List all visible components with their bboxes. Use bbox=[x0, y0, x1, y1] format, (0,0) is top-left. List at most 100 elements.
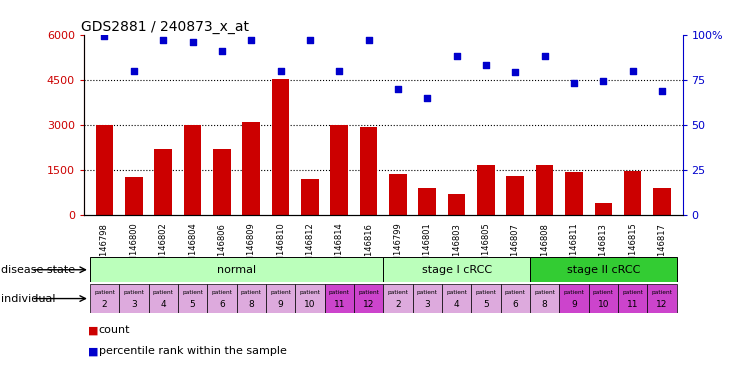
Point bbox=[510, 70, 521, 76]
Bar bbox=[530, 257, 677, 282]
Bar bbox=[565, 172, 583, 215]
Bar bbox=[588, 284, 618, 313]
Bar bbox=[266, 284, 295, 313]
Point bbox=[334, 68, 345, 74]
Point bbox=[627, 68, 639, 74]
Bar bbox=[184, 126, 201, 215]
Bar bbox=[272, 79, 289, 215]
Text: 2: 2 bbox=[101, 300, 107, 310]
Bar bbox=[536, 164, 553, 215]
Bar bbox=[594, 203, 612, 215]
Bar bbox=[383, 257, 530, 282]
Bar bbox=[442, 284, 472, 313]
Point bbox=[245, 37, 257, 43]
Text: patient: patient bbox=[505, 290, 526, 295]
Text: 9: 9 bbox=[571, 300, 577, 310]
Point bbox=[99, 33, 110, 40]
Point bbox=[363, 37, 374, 43]
Text: 4: 4 bbox=[454, 300, 459, 310]
Bar bbox=[447, 194, 466, 215]
Text: patient: patient bbox=[564, 290, 585, 295]
Text: 4: 4 bbox=[161, 300, 166, 310]
Text: patient: patient bbox=[123, 290, 145, 295]
Text: patient: patient bbox=[388, 290, 408, 295]
Bar bbox=[295, 284, 325, 313]
Bar bbox=[331, 125, 348, 215]
Point bbox=[274, 68, 286, 74]
Text: patient: patient bbox=[475, 290, 496, 295]
Bar bbox=[90, 284, 119, 313]
Text: 6: 6 bbox=[512, 300, 518, 310]
Bar bbox=[472, 284, 501, 313]
Text: patient: patient bbox=[182, 290, 203, 295]
Bar bbox=[154, 149, 172, 215]
Point bbox=[597, 78, 609, 84]
Bar bbox=[242, 122, 260, 215]
Text: 10: 10 bbox=[304, 300, 315, 310]
Text: 12: 12 bbox=[363, 300, 374, 310]
Text: 5: 5 bbox=[483, 300, 489, 310]
Text: patient: patient bbox=[622, 290, 643, 295]
Text: patient: patient bbox=[446, 290, 467, 295]
Bar bbox=[618, 284, 648, 313]
Text: stage II cRCC: stage II cRCC bbox=[566, 265, 640, 275]
Bar bbox=[178, 284, 207, 313]
Text: patient: patient bbox=[417, 290, 438, 295]
Point bbox=[539, 53, 550, 59]
Bar bbox=[412, 284, 442, 313]
Text: patient: patient bbox=[270, 290, 291, 295]
Point bbox=[568, 80, 580, 86]
Point bbox=[158, 37, 169, 43]
Text: 10: 10 bbox=[598, 300, 609, 310]
Bar bbox=[213, 149, 231, 215]
Bar bbox=[360, 127, 377, 215]
Text: 12: 12 bbox=[656, 300, 668, 310]
Text: stage I cRCC: stage I cRCC bbox=[421, 265, 492, 275]
Text: ■: ■ bbox=[88, 325, 98, 335]
Text: percentile rank within the sample: percentile rank within the sample bbox=[99, 346, 286, 356]
Bar bbox=[418, 188, 436, 215]
Point bbox=[656, 88, 668, 94]
Bar bbox=[648, 284, 677, 313]
Text: 8: 8 bbox=[542, 300, 548, 310]
Bar bbox=[90, 257, 383, 282]
Text: 6: 6 bbox=[219, 300, 225, 310]
Point bbox=[450, 53, 462, 59]
Point bbox=[304, 37, 316, 43]
Point bbox=[187, 39, 199, 45]
Text: patient: patient bbox=[534, 290, 555, 295]
Text: 8: 8 bbox=[248, 300, 254, 310]
Bar bbox=[383, 284, 412, 313]
Text: normal: normal bbox=[217, 265, 256, 275]
Bar bbox=[653, 188, 671, 215]
Text: patient: patient bbox=[328, 290, 350, 295]
Bar bbox=[325, 284, 354, 313]
Bar bbox=[119, 284, 148, 313]
Text: 3: 3 bbox=[424, 300, 430, 310]
Text: 3: 3 bbox=[131, 300, 137, 310]
Text: 11: 11 bbox=[627, 300, 639, 310]
Text: patient: patient bbox=[299, 290, 320, 295]
Text: 2: 2 bbox=[395, 300, 401, 310]
Bar bbox=[148, 284, 178, 313]
Point bbox=[392, 86, 404, 92]
Text: patient: patient bbox=[241, 290, 261, 295]
Point bbox=[421, 95, 433, 101]
Text: patient: patient bbox=[212, 290, 232, 295]
Text: 11: 11 bbox=[334, 300, 345, 310]
Bar bbox=[507, 176, 524, 215]
Bar bbox=[389, 174, 407, 215]
Bar bbox=[301, 179, 319, 215]
Bar bbox=[501, 284, 530, 313]
Text: patient: patient bbox=[652, 290, 672, 295]
Text: count: count bbox=[99, 325, 130, 335]
Bar bbox=[354, 284, 383, 313]
Bar bbox=[96, 126, 113, 215]
Text: patient: patient bbox=[358, 290, 379, 295]
Bar bbox=[237, 284, 266, 313]
Bar bbox=[207, 284, 237, 313]
Text: ■: ■ bbox=[88, 346, 98, 356]
Text: individual: individual bbox=[1, 293, 56, 304]
Text: 9: 9 bbox=[277, 300, 283, 310]
Bar bbox=[530, 284, 559, 313]
